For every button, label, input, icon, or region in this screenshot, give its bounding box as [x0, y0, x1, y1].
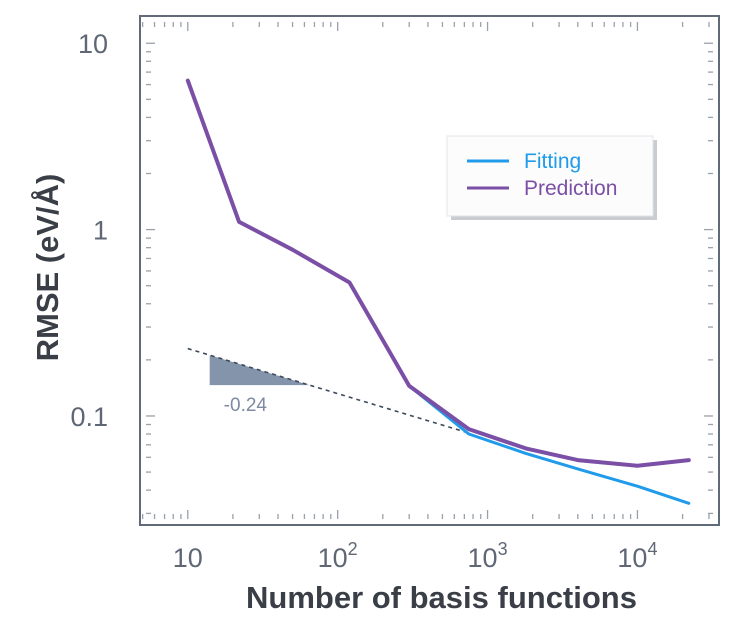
- slope-label: -0.24: [224, 395, 268, 416]
- x-tick-label: 104: [617, 539, 657, 573]
- legend-label: Fitting: [524, 150, 581, 173]
- y-tick-label: 10: [78, 29, 108, 59]
- x-tick-label: 103: [468, 539, 508, 573]
- trend-line: [187, 347, 470, 434]
- x-tick-label: 10: [173, 543, 203, 573]
- legend-label: Prediction: [524, 177, 617, 200]
- legend-box: [446, 135, 654, 217]
- plot-frame: [139, 15, 720, 526]
- y-tick-label: 1: [93, 216, 108, 246]
- x-tick-label: 102: [318, 539, 358, 573]
- series-line-prediction: [185, 78, 691, 468]
- y-tick-label: 0.1: [70, 402, 108, 432]
- y-axis-label: RMSE (eV/Å): [30, 174, 65, 362]
- x-axis-label: Number of basis functions: [246, 580, 637, 615]
